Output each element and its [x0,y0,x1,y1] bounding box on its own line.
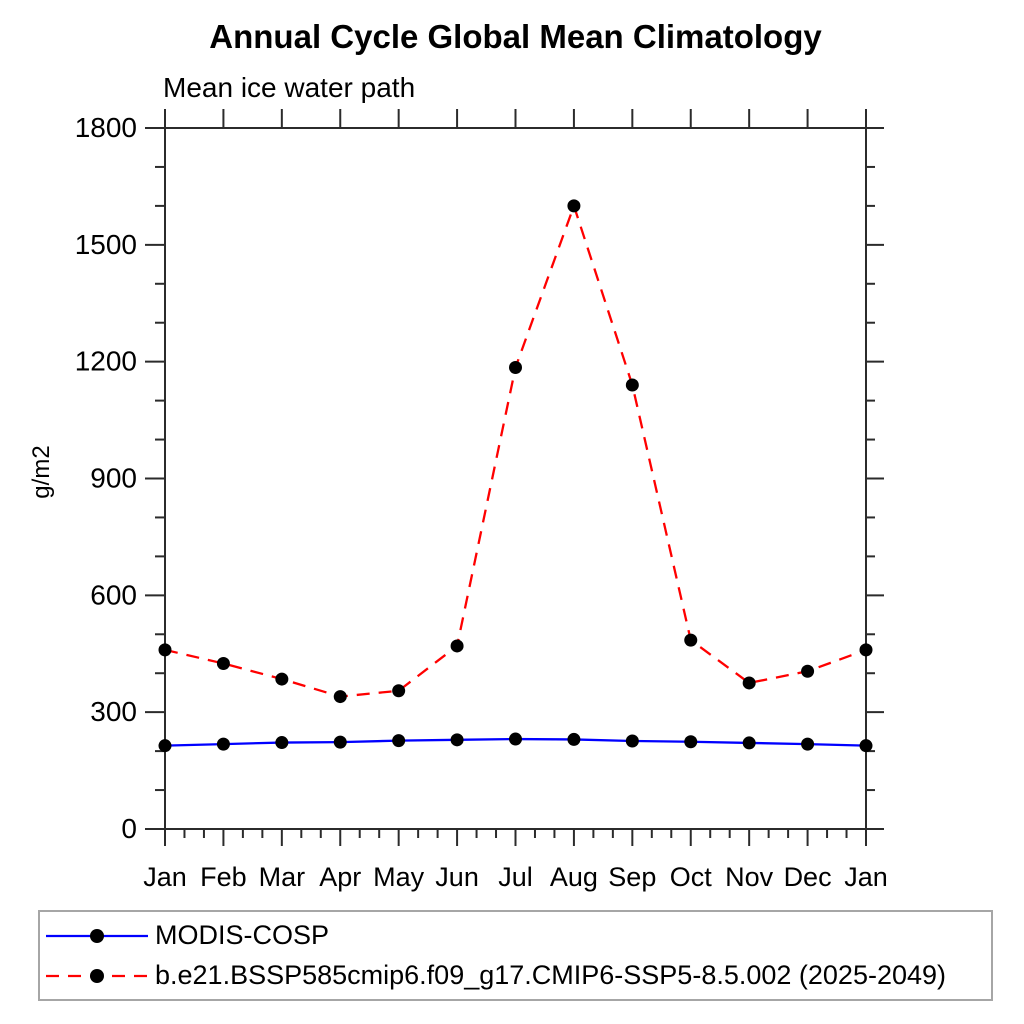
x-tick-label: Apr [319,862,361,892]
legend-item-model: b.e21.BSSP585cmip6.f09_g17.CMIP6-SSP5-8.… [40,959,991,993]
legend-sample-marker [90,968,104,983]
x-tick-label: Feb [200,862,247,892]
series-marker-1 [801,664,815,678]
y-tick-label: 600 [90,579,137,610]
series-marker-1 [275,672,289,686]
series-marker-1 [216,656,230,670]
x-tick-label: Jun [435,862,479,892]
series-marker-0 [158,739,172,753]
y-tick-label: 1200 [75,346,137,377]
x-tick-label: Jan [143,862,187,892]
legend-line-sample-modis [46,928,148,943]
series-marker-0 [859,739,873,753]
series-marker-0 [567,732,581,746]
series-marker-0 [275,736,289,750]
x-tick-label: Oct [670,862,713,892]
y-tick-label: 1800 [75,112,137,143]
x-tick-label: Nov [725,862,774,892]
x-tick-label: Mar [259,862,306,892]
y-tick-label: 900 [90,463,137,494]
legend-line-sample-model [46,968,148,983]
y-tick-label: 0 [121,813,137,844]
x-tick-label: Aug [550,862,598,892]
series-marker-0 [801,737,815,751]
series-marker-0 [742,736,756,750]
y-tick-label: 300 [90,696,137,727]
y-tick-label: 1500 [75,229,137,260]
series-marker-0 [625,734,639,748]
series-marker-0 [450,733,464,747]
x-tick-label: Dec [784,862,832,892]
series-marker-0 [509,732,522,746]
chart-subtitle: Mean ice water path [163,72,416,103]
legend-box: MODIS-COSP b.e21.BSSP585cmip6.f09_g17.CM… [38,910,993,1001]
x-tick-label: May [373,862,425,892]
legend-label-modis: MODIS-COSP [155,920,330,950]
series-marker-0 [684,735,698,749]
series-marker-1 [450,639,464,653]
series-line-1 [164,202,867,698]
series-marker-1 [859,643,873,657]
series-marker-1 [392,684,406,698]
plot-frame [164,127,867,830]
series-marker-1 [742,676,756,690]
series-marker-1 [509,361,522,375]
series-marker-1 [567,199,581,213]
chart-title: Annual Cycle Global Mean Climatology [209,18,822,55]
series-marker-0 [392,734,406,748]
x-tick-label: Jul [498,862,533,892]
series-marker-1 [333,690,347,704]
x-tick-label: Sep [608,862,656,892]
x-tick-label: Jan [844,862,888,892]
series-marker-1 [158,643,172,657]
legend-label-model: b.e21.BSSP585cmip6.f09_g17.CMIP6-SSP5-8.… [155,960,947,990]
series-marker-1 [625,378,639,392]
legend-sample-marker [90,928,104,943]
series-marker-1 [684,633,698,647]
series-marker-0 [216,737,230,751]
legend-item-modis-cosp: MODIS-COSP [40,919,991,953]
series-marker-0 [333,735,347,749]
